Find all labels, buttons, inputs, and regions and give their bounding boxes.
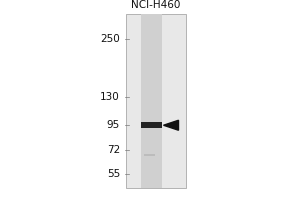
Text: 250: 250 [100,34,120,44]
Text: 95: 95 [107,120,120,130]
Text: 130: 130 [100,92,120,102]
Text: 55: 55 [107,169,120,179]
Text: 72: 72 [107,145,120,155]
Text: NCI-H460: NCI-H460 [131,0,181,10]
Bar [144,154,154,156]
Bar [126,14,186,188]
Bar [141,122,162,128]
Polygon shape [164,120,178,130]
Bar [141,14,162,188]
